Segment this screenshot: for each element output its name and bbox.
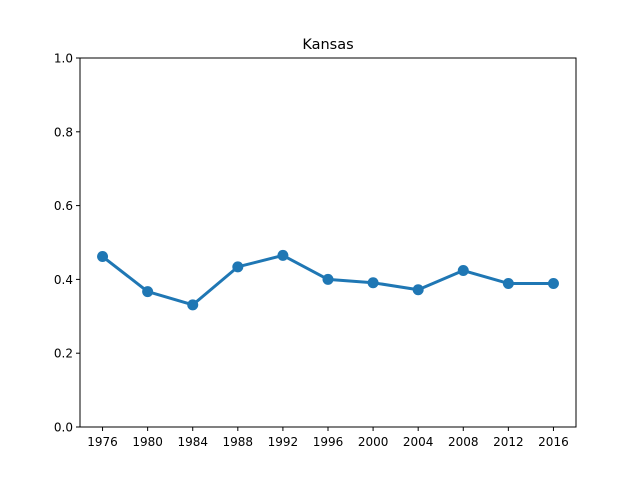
x-tick-label: 1980	[132, 435, 163, 449]
data-point	[232, 261, 244, 273]
data-point	[277, 249, 289, 261]
x-tick-label: 1992	[268, 435, 299, 449]
chart-title: Kansas	[302, 37, 353, 53]
x-tick-label: 1984	[177, 435, 208, 449]
data-point	[412, 284, 424, 296]
y-tick-label: 1.0	[54, 52, 73, 66]
x-tick-label: 1976	[87, 435, 118, 449]
x-tick-label: 2008	[448, 435, 479, 449]
y-tick-label: 0.8	[54, 125, 73, 139]
y-tick-label: 0.4	[54, 273, 73, 287]
y-tick-label: 0.2	[54, 347, 73, 361]
y-tick-label: 0.6	[54, 199, 73, 213]
data-point	[502, 277, 514, 289]
data-point	[142, 286, 154, 298]
x-tick-label: 1996	[313, 435, 344, 449]
data-point	[322, 273, 334, 285]
data-point	[457, 265, 469, 277]
x-tick-label: 1988	[223, 435, 254, 449]
x-tick-label: 2004	[403, 435, 434, 449]
x-tick-label: 2016	[538, 435, 569, 449]
x-axis: 1976 1980 1984 1988 1992 1996 2000 2004 2008 2012…	[87, 427, 569, 449]
x-tick-label: 2012	[493, 435, 524, 449]
data-point	[367, 277, 379, 289]
y-axis: 0.0 0.2 0.4 0.6 0.8 1.0	[54, 52, 80, 435]
series-line-group	[97, 249, 559, 311]
x-tick-label: 2000	[358, 435, 389, 449]
y-tick-label: 0.0	[54, 421, 73, 435]
data-point	[547, 277, 559, 289]
plot-frame	[79, 57, 577, 428]
data-point	[187, 299, 199, 311]
data-point	[97, 251, 109, 263]
